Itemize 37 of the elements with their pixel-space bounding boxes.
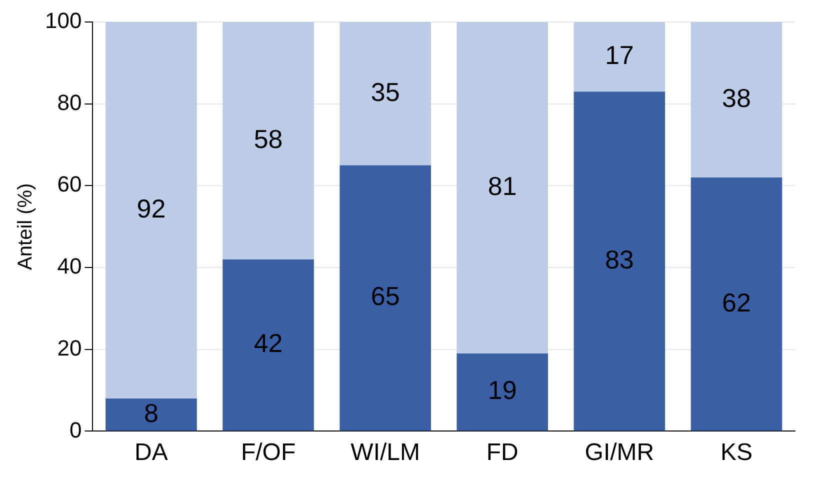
x-tick-label: F/OF: [240, 439, 296, 466]
bar: [222, 22, 314, 260]
data-label: 8: [144, 398, 158, 428]
y-tick-label: 80: [57, 90, 82, 115]
y-axis-title: Anteil (%): [14, 183, 37, 270]
x-tick-label: WI/LM: [350, 439, 420, 466]
bar: [340, 22, 431, 166]
data-label: 42: [254, 328, 283, 358]
bar: [106, 22, 197, 398]
y-tick-label: 60: [57, 172, 82, 197]
data-label: 62: [722, 287, 751, 318]
data-label: 35: [370, 76, 400, 107]
data-label: 17: [604, 40, 634, 70]
bar: [690, 22, 782, 178]
bar: [574, 22, 666, 92]
data-label: 65: [370, 281, 400, 312]
data-label: 58: [254, 124, 283, 154]
data-label: 92: [136, 193, 166, 224]
data-label: 81: [488, 170, 517, 201]
bar: [456, 22, 548, 354]
bar: [456, 353, 548, 431]
data-label: 19: [488, 375, 517, 406]
bar: [340, 165, 431, 431]
x-tick-label: DA: [134, 439, 168, 466]
x-tick-label: GI/MR: [584, 439, 654, 466]
data-label: 83: [604, 244, 634, 274]
bar: [222, 259, 314, 431]
data-label: 38: [722, 82, 751, 113]
y-tick-label: 20: [57, 335, 82, 360]
x-tick-label: KS: [720, 439, 752, 466]
y-tick-label: 100: [44, 8, 82, 34]
bar: [690, 177, 782, 431]
bar: [106, 398, 197, 431]
y-tick-label: 40: [57, 254, 82, 279]
x-tick-label: FD: [486, 439, 518, 466]
y-tick-label: 0: [69, 417, 82, 442]
bar: [574, 92, 666, 431]
